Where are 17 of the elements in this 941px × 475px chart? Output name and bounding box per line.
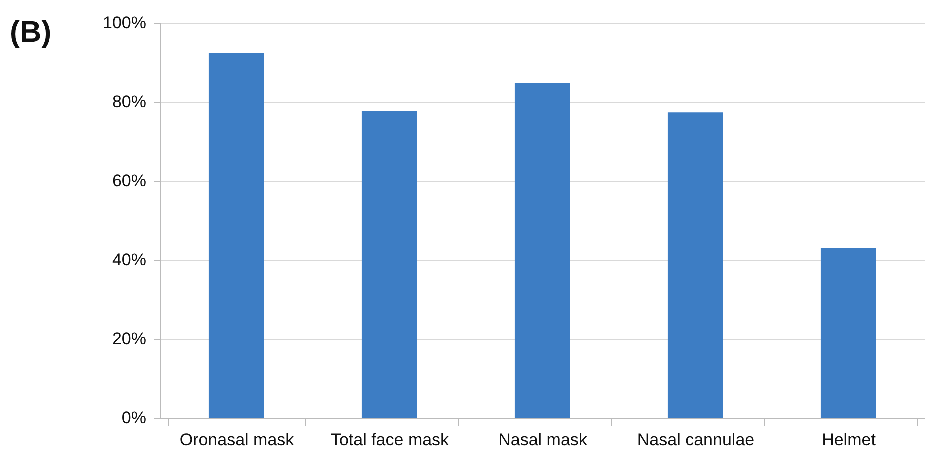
bar xyxy=(514,83,570,418)
y-tick-label: 100% xyxy=(103,14,146,32)
x-tick-label: Nasal mask xyxy=(498,430,588,450)
x-tick-label: Total face mask xyxy=(330,430,450,450)
y-tick-label: 80% xyxy=(112,92,146,112)
bar xyxy=(668,112,724,418)
x-tick-label: Oronasal mask xyxy=(180,430,295,450)
y-tick-label: 60% xyxy=(112,172,146,190)
chart-title: (B) xyxy=(10,16,52,49)
x-tick-label: Nasal cannulae xyxy=(637,430,755,450)
bar xyxy=(208,53,264,418)
y-tick-label: 20% xyxy=(112,330,146,348)
x-tick-label: Helmet xyxy=(822,430,876,450)
bar xyxy=(820,248,876,418)
y-tick-label: 40% xyxy=(112,250,146,270)
bar xyxy=(362,111,418,418)
y-tick-label: 0% xyxy=(122,408,146,428)
